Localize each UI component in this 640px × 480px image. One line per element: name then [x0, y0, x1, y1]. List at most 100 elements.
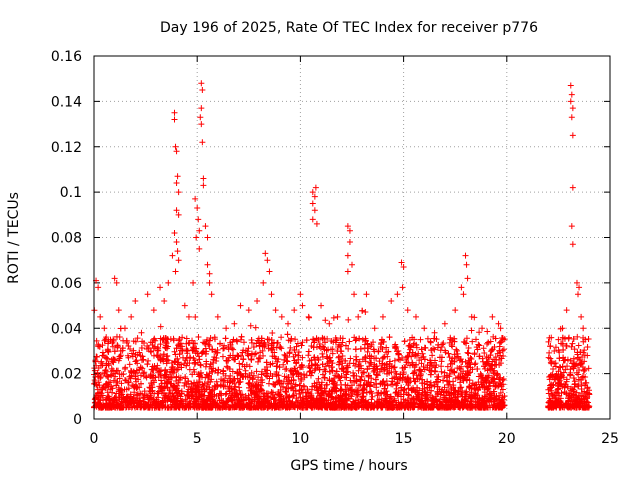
data-point	[133, 384, 140, 391]
data-point	[345, 395, 352, 402]
data-point	[140, 398, 147, 405]
data-point	[338, 386, 345, 393]
data-point	[428, 347, 435, 354]
data-point	[113, 402, 120, 409]
data-point	[255, 394, 262, 401]
data-point	[130, 394, 137, 401]
data-point	[342, 381, 349, 388]
data-point	[436, 398, 443, 405]
data-point	[329, 401, 336, 408]
data-point	[174, 366, 181, 373]
data-point	[484, 385, 491, 392]
data-point	[447, 361, 454, 368]
data-point	[578, 313, 585, 320]
data-point	[223, 399, 230, 406]
data-point	[458, 402, 465, 409]
data-point	[214, 349, 221, 356]
data-point	[426, 367, 433, 374]
data-point	[436, 354, 443, 361]
data-point	[489, 346, 496, 353]
data-point	[340, 365, 347, 372]
x-tick-label: 25	[601, 431, 619, 447]
data-point	[390, 404, 397, 411]
data-point	[552, 399, 559, 406]
data-point	[172, 268, 179, 275]
data-point	[108, 383, 115, 390]
data-point	[211, 354, 218, 361]
data-point	[378, 404, 385, 411]
data-point	[480, 345, 487, 352]
data-point	[458, 390, 465, 397]
data-point	[233, 393, 240, 400]
data-point	[220, 368, 227, 375]
data-point	[468, 327, 475, 334]
data-point	[285, 320, 292, 327]
data-point	[132, 373, 139, 380]
data-point	[479, 325, 486, 332]
data-point	[431, 381, 438, 388]
data-point	[297, 291, 304, 298]
data-point	[157, 400, 164, 407]
data-point	[98, 358, 105, 365]
data-point	[572, 404, 579, 411]
data-point	[283, 392, 290, 399]
data-point	[197, 369, 204, 376]
data-point	[121, 365, 128, 372]
data-point	[278, 345, 285, 352]
data-point	[171, 383, 178, 390]
data-point	[197, 362, 204, 369]
data-point	[193, 345, 200, 352]
data-point	[569, 386, 576, 393]
data-point	[311, 193, 318, 200]
data-point	[303, 337, 310, 344]
data-point	[210, 356, 217, 363]
data-point	[407, 404, 414, 411]
data-point	[99, 362, 106, 369]
data-point	[157, 284, 164, 291]
data-point	[113, 382, 120, 389]
data-point	[252, 324, 259, 331]
data-point	[269, 403, 276, 410]
data-point	[272, 307, 279, 314]
data-point	[202, 223, 209, 230]
data-point	[286, 350, 293, 357]
data-point	[358, 373, 365, 380]
data-point	[576, 284, 583, 291]
data-point	[353, 336, 360, 343]
data-point	[262, 370, 269, 377]
data-point	[351, 291, 358, 298]
data-point	[401, 404, 408, 411]
data-point	[580, 349, 587, 356]
data-point	[113, 390, 120, 397]
data-point	[128, 350, 135, 357]
data-point	[282, 352, 289, 359]
data-point	[193, 393, 200, 400]
data-point	[441, 373, 448, 380]
data-point	[291, 346, 298, 353]
data-point	[117, 353, 124, 360]
data-point	[409, 359, 416, 366]
data-point	[201, 340, 208, 347]
data-point	[360, 393, 367, 400]
data-point	[439, 402, 446, 409]
data-point	[206, 337, 213, 344]
data-point	[140, 356, 147, 363]
data-point	[293, 359, 300, 366]
data-point	[164, 404, 171, 411]
data-point	[458, 384, 465, 391]
data-point	[162, 334, 169, 341]
data-point	[373, 355, 380, 362]
data-point	[392, 345, 399, 352]
data-point	[548, 384, 555, 391]
data-point	[335, 373, 342, 380]
data-point	[346, 338, 353, 345]
data-point	[412, 313, 419, 320]
data-point	[304, 386, 311, 393]
data-point	[445, 350, 452, 357]
data-point	[93, 337, 100, 344]
data-point	[100, 352, 107, 359]
data-point	[431, 329, 438, 336]
data-point	[451, 335, 458, 342]
data-point	[113, 333, 120, 340]
data-point	[410, 395, 417, 402]
